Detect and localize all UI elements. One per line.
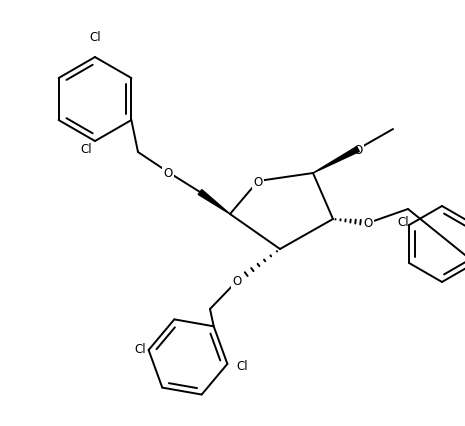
Text: O: O <box>363 217 372 230</box>
Text: Cl: Cl <box>134 342 146 355</box>
Text: Cl: Cl <box>80 143 92 155</box>
Text: Cl: Cl <box>237 359 248 372</box>
Text: O: O <box>163 166 173 179</box>
Text: O: O <box>253 175 263 188</box>
Text: Cl: Cl <box>397 216 409 228</box>
Text: O: O <box>232 275 242 288</box>
Text: O: O <box>353 143 363 156</box>
Text: Cl: Cl <box>89 31 101 44</box>
Polygon shape <box>313 147 359 174</box>
Polygon shape <box>198 190 230 215</box>
